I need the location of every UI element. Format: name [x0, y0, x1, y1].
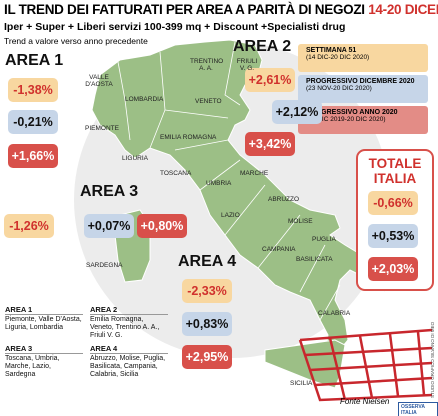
area-key-regions: Toscana, Umbria, Marche, Lazio, Sardegna [5, 355, 60, 378]
source: Fonte Nielsen [340, 397, 390, 406]
value-badge: +2,61% [245, 68, 295, 92]
value-badge: +2,95% [182, 345, 232, 369]
area-key-label: AREA 3 [5, 345, 83, 354]
region-borders [117, 41, 341, 321]
cart-decoration [298, 328, 433, 402]
value-badge: +0,53% [368, 224, 418, 248]
legend-item: SETTIMANA 51 (14 DIC-20 DIC 2020) [298, 44, 428, 72]
area-key-regions: Abruzzo, Molise, Puglia, Basilicata, Cam… [90, 355, 166, 378]
total-label: TOTALE ITALIA [368, 156, 422, 186]
area-key-label: AREA 2 [90, 306, 168, 315]
region-label: SARDEGNA [86, 262, 123, 269]
region-label: LOMBARDIA [125, 96, 164, 103]
value-badge: +1,66% [8, 144, 58, 168]
note: Trend a valore verso anno precedente [4, 36, 148, 46]
legend-label: PROGRESSIVO ANNO 2020 [306, 109, 398, 116]
region-label: TRENTINO A. A. [190, 58, 224, 72]
region-label: BASILICATA [296, 256, 333, 263]
legend-period: (30 DIC 2019-20 DIC 2020) [306, 116, 386, 123]
region-label: LIGURIA [122, 155, 149, 162]
region-label: MARCHE [240, 170, 269, 177]
sicily [264, 339, 346, 389]
value-badge: +2,03% [368, 257, 418, 281]
title: IL TREND DEI FATTURATI PER AREA A PARITÀ… [4, 2, 365, 17]
region-label: ABRUZZO [268, 196, 300, 203]
title-date: 14-20 DICEMBRE 2020 [368, 2, 438, 17]
area-key-regions: Emilia Romagna, Veneto, Trentino A. A., … [90, 316, 160, 339]
area-label: AREA 2 [233, 38, 292, 55]
area-label: AREA 1 [5, 52, 64, 69]
area-key: AREA 4 Abruzzo, Molise, Puglia, Basilicat… [90, 345, 168, 379]
area-key-regions: Piemonte, Valle D'Aosta, Liguria, Lombar… [5, 316, 82, 331]
area-key: AREA 3 Toscana, Umbria, Marche, Lazio, Sa… [5, 345, 83, 379]
region-label: FRIULI V. G. [236, 58, 258, 72]
logo: OSSERVA ITALIA [398, 402, 438, 416]
region-label: LAZIO [221, 212, 240, 219]
credit: STUDIO GRAFICO SILVANO DI MEO [430, 321, 435, 398]
legend-period: (14 DIC-20 DIC 2020) [306, 54, 370, 61]
region-label: EMILIA ROMAGNA [160, 134, 217, 141]
title-row: IL TREND DEI FATTURATI PER AREA A PARITÀ… [4, 2, 438, 17]
subtitle: Iper + Super + Liberi servizi 100-399 mq… [4, 21, 346, 33]
value-badge: -1,38% [8, 78, 58, 102]
value-badge: +3,42% [245, 132, 295, 156]
region-label: VALLE D'AOSTA [85, 74, 113, 88]
area-label: AREA 4 [178, 253, 237, 270]
region-label: SICILIA [290, 380, 313, 387]
value-badge: +0,83% [182, 312, 232, 336]
region-label: CALABRIA [318, 310, 351, 317]
legend-period: (23 NOV-20 DIC 2020) [306, 85, 372, 92]
total-box [356, 149, 434, 291]
value-badge: -2,33% [182, 279, 232, 303]
value-badge: +0,07% [84, 214, 134, 238]
area-key-label: AREA 4 [90, 345, 168, 354]
legend-label: SETTIMANA 51 [306, 47, 357, 54]
area-label: AREA 3 [80, 183, 139, 200]
value-badge: -0,66% [368, 191, 418, 215]
region-label: VENETO [195, 98, 222, 105]
region-label: CAMPANIA [262, 246, 296, 253]
region-label: TOSCANA [160, 170, 192, 177]
region-label: PUGLIA [312, 236, 336, 243]
region-label: PIEMONTE [85, 125, 119, 132]
value-badge: +2,12% [272, 100, 322, 124]
value-badge: -1,26% [4, 214, 54, 238]
region-label: MOLISE [288, 218, 313, 225]
area-key: AREA 1 Piemonte, Valle D'Aosta, Liguria, … [5, 306, 83, 332]
area-key-label: AREA 1 [5, 306, 83, 315]
region-label: UMBRIA [206, 180, 232, 187]
value-badge: +0,80% [137, 214, 187, 238]
legend-label: PROGRESSIVO DICEMBRE 2020 [306, 78, 415, 85]
area-key: AREA 2 Emilia Romagna, Veneto, Trentino A… [90, 306, 168, 340]
legend-item: PROGRESSIVO DICEMBRE 2020 (23 NOV-20 DIC … [298, 75, 428, 103]
value-badge: -0,21% [8, 110, 58, 134]
